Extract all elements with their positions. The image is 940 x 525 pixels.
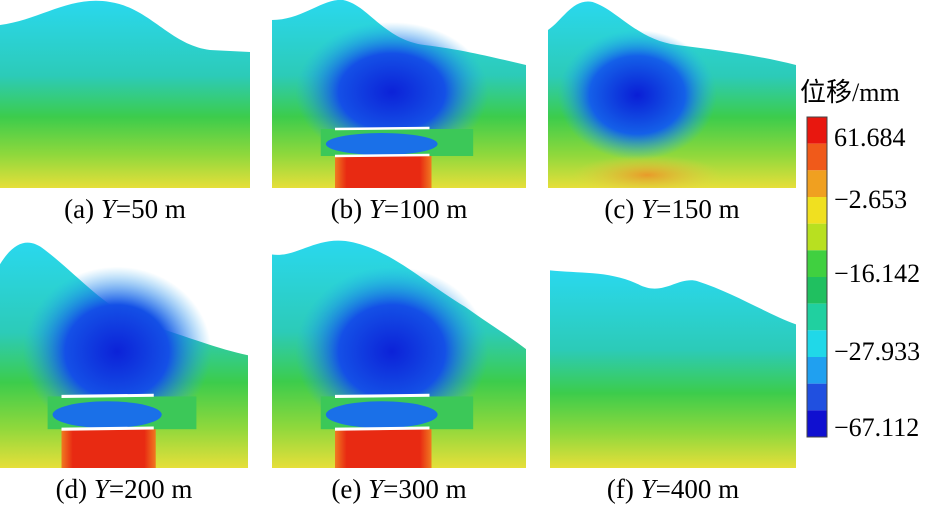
caption-label: (d) xyxy=(55,474,94,504)
cavity-line xyxy=(61,393,154,398)
colorbar-frame xyxy=(806,116,828,438)
caption-label: (a) xyxy=(64,194,101,224)
contour-panel xyxy=(272,0,526,188)
colorbar xyxy=(806,116,828,438)
contour-panel xyxy=(548,1,796,188)
terrain xyxy=(0,0,250,188)
cavity-line xyxy=(334,126,430,131)
caption-variable: Y xyxy=(368,194,384,224)
colorbar-band xyxy=(807,170,827,197)
caption-variable: Y xyxy=(93,474,109,504)
cavity-line xyxy=(334,426,430,431)
caption-label: (e) xyxy=(331,474,369,504)
panel-caption: (e) Y=300 m xyxy=(269,474,529,505)
caption-label: (f) xyxy=(606,474,641,504)
colorbar-title: 位移/mm xyxy=(800,78,900,107)
panel-caption: (f) Y=400 m xyxy=(543,474,803,505)
caption-rest: =400 m xyxy=(655,474,740,504)
colorbar-band xyxy=(807,277,827,304)
colorbar-label: −2.653 xyxy=(834,185,908,214)
contour-panel xyxy=(550,270,796,468)
heave-zone xyxy=(334,156,432,188)
caption-rest: =300 m xyxy=(383,474,467,504)
heave-zone xyxy=(572,155,722,188)
caption-label: (c) xyxy=(604,194,642,224)
caption-label: (b) xyxy=(330,194,369,224)
colorbar-band xyxy=(807,303,827,331)
heave-zone xyxy=(61,429,156,468)
caption-rest: =150 m xyxy=(656,194,740,224)
colorbar-band xyxy=(807,143,827,171)
cavity-line xyxy=(61,426,154,431)
contour-panel xyxy=(0,242,248,468)
panel-caption: (b) Y=100 m xyxy=(269,194,529,225)
colorbar-band xyxy=(807,383,827,411)
colorbar-label: −16.142 xyxy=(834,259,921,288)
heave-zone xyxy=(334,429,432,468)
caption-variable: Y xyxy=(368,474,384,504)
colorbar-band xyxy=(807,357,827,384)
displacement-zone xyxy=(52,401,162,428)
colorbar-band xyxy=(807,410,827,437)
caption-rest: =100 m xyxy=(383,194,468,224)
caption-rest: =200 m xyxy=(108,474,193,504)
cavity-line xyxy=(334,393,430,398)
panel-caption: (d) Y=200 m xyxy=(0,474,254,505)
displacement-zone xyxy=(295,266,489,437)
contour-panel xyxy=(272,240,526,468)
terrain xyxy=(550,270,796,468)
colorbar-label: −67.112 xyxy=(834,413,920,442)
displacement-zone xyxy=(22,266,212,437)
panel-caption: (a) Y=50 m xyxy=(0,194,255,225)
colorbar-label: −27.933 xyxy=(834,337,921,366)
colorbar-label: 61.684 xyxy=(834,123,906,152)
colorbar-band xyxy=(807,250,827,277)
caption-rest: =50 m xyxy=(115,194,186,224)
caption-variable: Y xyxy=(641,194,657,224)
colorbar-band xyxy=(807,197,827,224)
colorbar-band xyxy=(807,117,827,144)
cavity-line xyxy=(334,153,430,158)
contour-panel xyxy=(0,0,250,188)
caption-variable: Y xyxy=(640,474,656,504)
colorbar-band xyxy=(807,330,827,357)
caption-variable: Y xyxy=(100,194,116,224)
displacement-zone xyxy=(325,401,438,428)
displacement-zone xyxy=(557,30,717,160)
colorbar-band xyxy=(807,223,827,251)
displacement-zone xyxy=(295,22,489,162)
panel-caption: (c) Y=150 m xyxy=(542,194,802,225)
displacement-zone xyxy=(325,133,438,155)
